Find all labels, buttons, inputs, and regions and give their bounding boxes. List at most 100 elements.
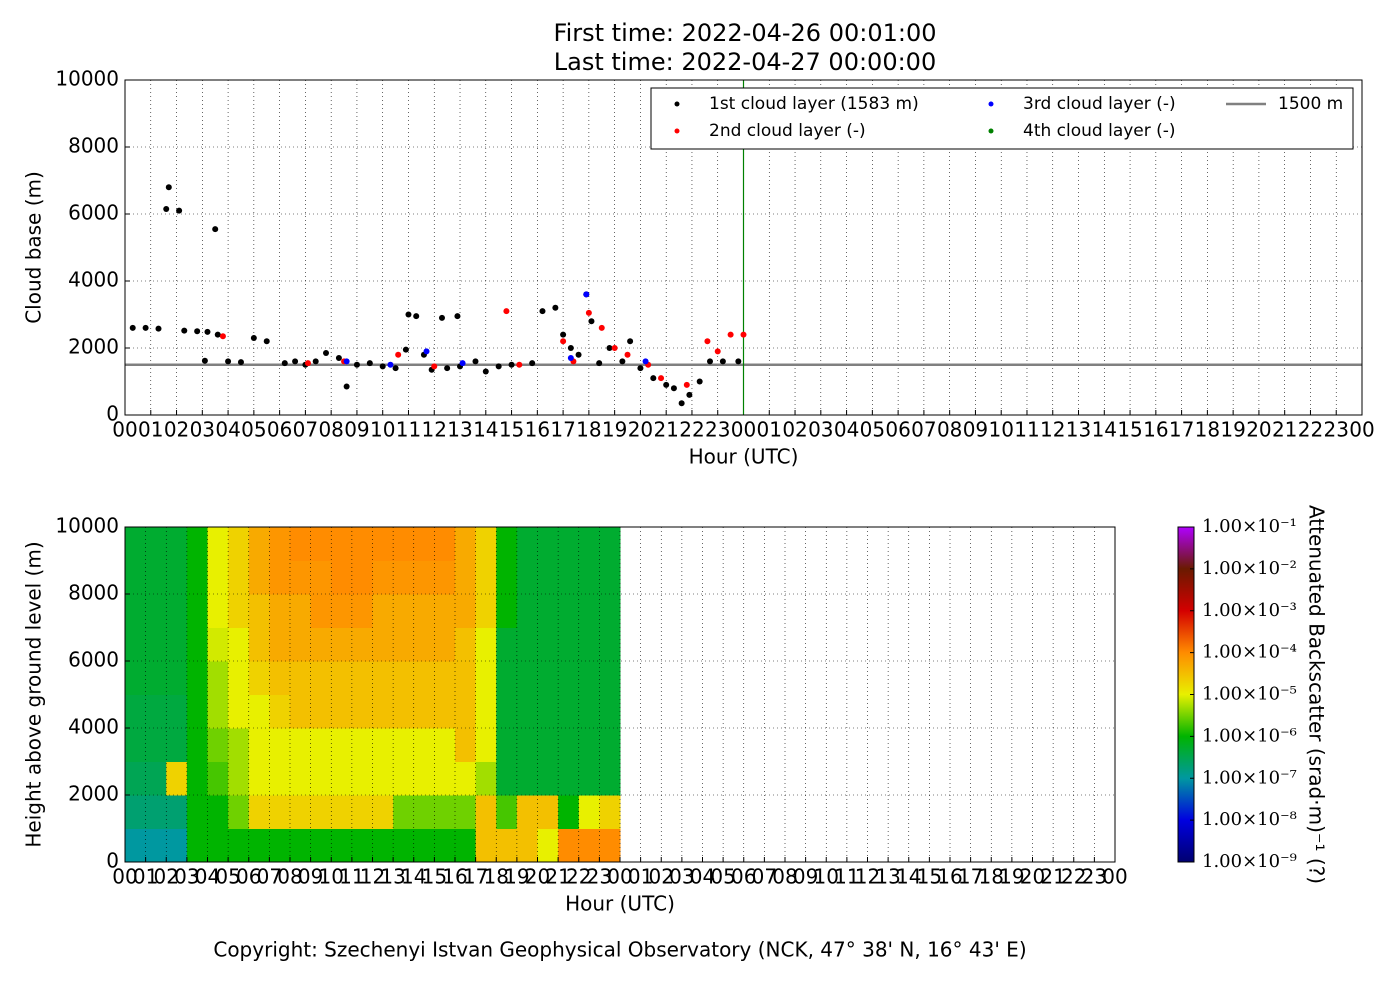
y-tick-label: 8000 (68, 134, 119, 158)
x-tick-label: 06 (236, 865, 261, 889)
cloud-point (714, 348, 721, 355)
cloud-point (727, 331, 734, 338)
heat-cell (393, 694, 415, 729)
cloud-point (438, 314, 445, 321)
x-tick-label: 21 (653, 418, 678, 442)
heat-cell (558, 761, 580, 796)
cloud-point (395, 351, 402, 358)
colorbar-tick-label: 1.00×10⁻¹ (1202, 516, 1297, 537)
colorbar-tick-label: 1.00×10⁻³ (1202, 600, 1297, 621)
x-tick-label: 22 (566, 865, 591, 889)
x-tick-label: 11 (339, 865, 364, 889)
colorbar-tick-label: 1.00×10⁻⁹ (1202, 851, 1297, 872)
heat-cell (599, 761, 621, 796)
cloud-point (529, 360, 536, 367)
heat-cell (455, 828, 477, 863)
heat-cell (310, 594, 332, 628)
cloud-point (588, 318, 595, 325)
x-tick-label: 19 (999, 865, 1024, 889)
heat-cell (269, 694, 291, 729)
heat-cell (599, 560, 621, 595)
heat-cell (372, 694, 394, 729)
heat-cell (516, 828, 538, 863)
heat-cell (455, 761, 477, 796)
cloud-point (343, 358, 350, 365)
heat-cell (372, 795, 394, 829)
cloud-point (165, 184, 172, 191)
heat-cell (496, 795, 518, 829)
cloud-point (706, 358, 713, 365)
heat-cell (228, 728, 250, 762)
heat-cell (248, 594, 270, 628)
cloud-point (560, 331, 567, 338)
heat-cell (434, 728, 456, 762)
cloud-point (637, 365, 644, 372)
cloud-point (670, 385, 677, 392)
cloud-point (696, 378, 703, 385)
x-tick-label: 21 (1272, 418, 1297, 442)
heat-cell (372, 761, 394, 796)
heat-cell (290, 694, 312, 729)
plot-frame (124, 79, 1363, 416)
heat-cell (269, 661, 291, 695)
x-tick-label: 01 (138, 418, 163, 442)
heat-cell (393, 527, 415, 561)
x-tick-label: 21 (545, 865, 570, 889)
legend-marker (988, 128, 994, 134)
cloud-point (402, 346, 409, 353)
heat-cell (434, 527, 456, 561)
heat-cell (186, 828, 208, 863)
heat-cell (331, 828, 353, 863)
cloud-point (263, 338, 270, 345)
heat-cell (331, 560, 353, 595)
heat-cell (125, 728, 147, 762)
x-tick-label: 07 (911, 418, 936, 442)
heat-cell (125, 627, 147, 662)
cloud-point (567, 355, 574, 362)
x-tick-label: 03 (174, 865, 199, 889)
y-tick-label: 6000 (68, 648, 119, 672)
y-tick-label: 4000 (68, 268, 119, 292)
heat-cell (393, 560, 415, 595)
heat-cell (331, 661, 353, 695)
heat-cell (578, 627, 600, 662)
x-tick-label: 09 (793, 865, 818, 889)
x-tick-label: 03 (808, 418, 833, 442)
heat-cell (475, 661, 497, 695)
heat-cell (351, 560, 373, 595)
x-tick-label: 14 (1092, 418, 1117, 442)
x-tick-label: 07 (293, 418, 318, 442)
colorbar-label: Attenuated Backscatter (srad·m)⁻¹ (?) (1305, 505, 1329, 884)
heat-cell (578, 560, 600, 595)
heat-cell (310, 728, 332, 762)
heat-cell (516, 594, 538, 628)
heat-cell (145, 728, 167, 762)
x-tick-label: 02 (164, 418, 189, 442)
x-tick-label: 09 (344, 418, 369, 442)
heat-cell (558, 828, 580, 863)
heat-cell (351, 828, 373, 863)
cloud-point (413, 313, 420, 320)
heat-cell (125, 527, 147, 561)
heat-cell (578, 828, 600, 863)
heat-cell (558, 795, 580, 829)
x-tick-label: 11 (1014, 418, 1039, 442)
heat-cell (351, 627, 373, 662)
heat-cell (475, 728, 497, 762)
cloud-point (312, 358, 319, 365)
heat-cell (248, 761, 270, 796)
x-tick-label: 18 (576, 418, 601, 442)
heat-cell (599, 527, 621, 561)
heat-cell (310, 694, 332, 729)
x-tick-label: 22 (1298, 418, 1323, 442)
heat-cell (351, 661, 373, 695)
heat-cell (434, 560, 456, 595)
cloud-point (250, 334, 257, 341)
heat-cell (186, 694, 208, 729)
heat-cell (578, 761, 600, 796)
heat-cell (496, 661, 518, 695)
cloud-point (663, 381, 670, 388)
cloud-point (219, 333, 226, 340)
y-tick-label: 0 (106, 849, 119, 873)
